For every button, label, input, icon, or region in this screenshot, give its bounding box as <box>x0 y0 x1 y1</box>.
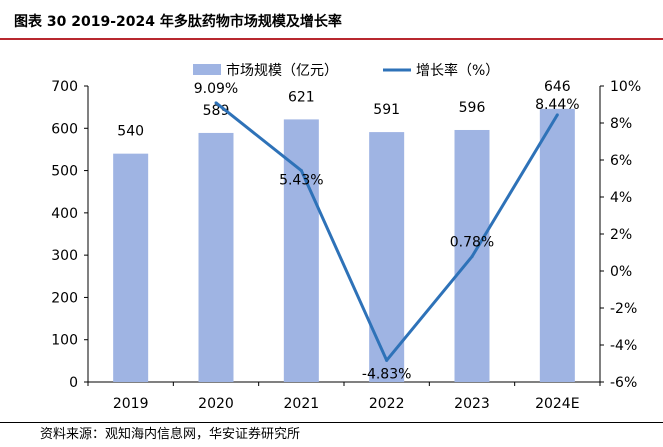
left-tick-label: 400 <box>51 206 78 222</box>
bar-2019 <box>113 153 149 382</box>
title-divider <box>0 38 663 40</box>
bar-series <box>113 108 575 383</box>
legend-line-label: 增长率（%） <box>416 62 499 79</box>
left-tick-label: 700 <box>51 79 78 95</box>
bar-label-2021: 621 <box>288 89 315 105</box>
left-tick-label: 300 <box>51 248 78 264</box>
bar-label-2024E: 646 <box>544 79 571 95</box>
right-tick-label: 0% <box>610 264 632 280</box>
line-label-2022: -4.83% <box>362 366 412 382</box>
bar-label-2023: 596 <box>459 100 486 116</box>
right-tick-label: 6% <box>610 153 632 169</box>
line-label-2021: 5.43% <box>279 173 323 189</box>
bar-label-2022: 591 <box>373 102 400 118</box>
growth-point-2022 <box>385 358 389 362</box>
line-series <box>214 101 559 362</box>
footer-divider <box>0 422 663 423</box>
x-tick-label: 2019 <box>113 396 149 412</box>
axes: 0 100 200 300 400 500 600 700 -6% -4% -2% 0% 2% 4% 6% 8… <box>51 79 641 412</box>
growth-point-2021 <box>299 169 303 173</box>
chart-title: 图表 30 2019-2024 年多肽药物市场规模及增长率 <box>14 14 342 30</box>
right-tick-label: 2% <box>610 227 632 243</box>
right-tick-label: -2% <box>610 301 637 317</box>
combo-chart: 0 100 200 300 400 500 600 700 -6% -4% -2% 0% 2% 4% 6% 8… <box>51 62 641 412</box>
right-tick-label: 4% <box>610 190 632 206</box>
left-tick-label: 0 <box>69 375 78 391</box>
right-tick-label: 10% <box>610 79 641 95</box>
right-tick-label: -6% <box>610 375 637 391</box>
right-tick-label: 8% <box>610 116 632 132</box>
bar-2020 <box>198 132 234 382</box>
x-tick-label: 2022 <box>369 396 405 412</box>
x-tick-label: 2021 <box>284 396 320 412</box>
line-label-2020: 9.09% <box>194 81 238 97</box>
bar-2024E <box>539 108 575 382</box>
legend-bar-swatch <box>193 64 221 75</box>
legend: 市场规模（亿元） 增长率（%） <box>193 62 499 79</box>
bar-2021 <box>283 119 319 383</box>
source-note: 资料来源：观知海内信息网，华安证券研究所 <box>40 427 301 442</box>
growth-point-2023 <box>470 255 474 259</box>
x-tick-label: 2024E <box>535 396 579 412</box>
left-tick-label: 600 <box>51 121 78 137</box>
right-tick-label: -4% <box>610 338 637 354</box>
line-label-2023: 0.78% <box>450 235 494 251</box>
x-tick-label: 2020 <box>198 396 234 412</box>
growth-point-2024E <box>555 113 559 117</box>
growth-point-2020 <box>214 101 218 105</box>
bar-2022 <box>369 132 405 382</box>
line-data-labels: 9.09% 5.43% -4.83% 0.78% 8.44% <box>194 81 580 383</box>
line-label-2024E: 8.44% <box>535 97 579 113</box>
chart-title-row: 图表 30 2019-2024 年多肽药物市场规模及增长率 <box>14 8 654 36</box>
left-tick-label: 500 <box>51 164 78 180</box>
bar-label-2019: 540 <box>117 124 144 140</box>
left-tick-label: 100 <box>51 333 78 349</box>
legend-bar-label: 市场规模（亿元） <box>226 62 338 79</box>
left-tick-label: 200 <box>51 290 78 306</box>
x-tick-label: 2023 <box>454 396 490 412</box>
